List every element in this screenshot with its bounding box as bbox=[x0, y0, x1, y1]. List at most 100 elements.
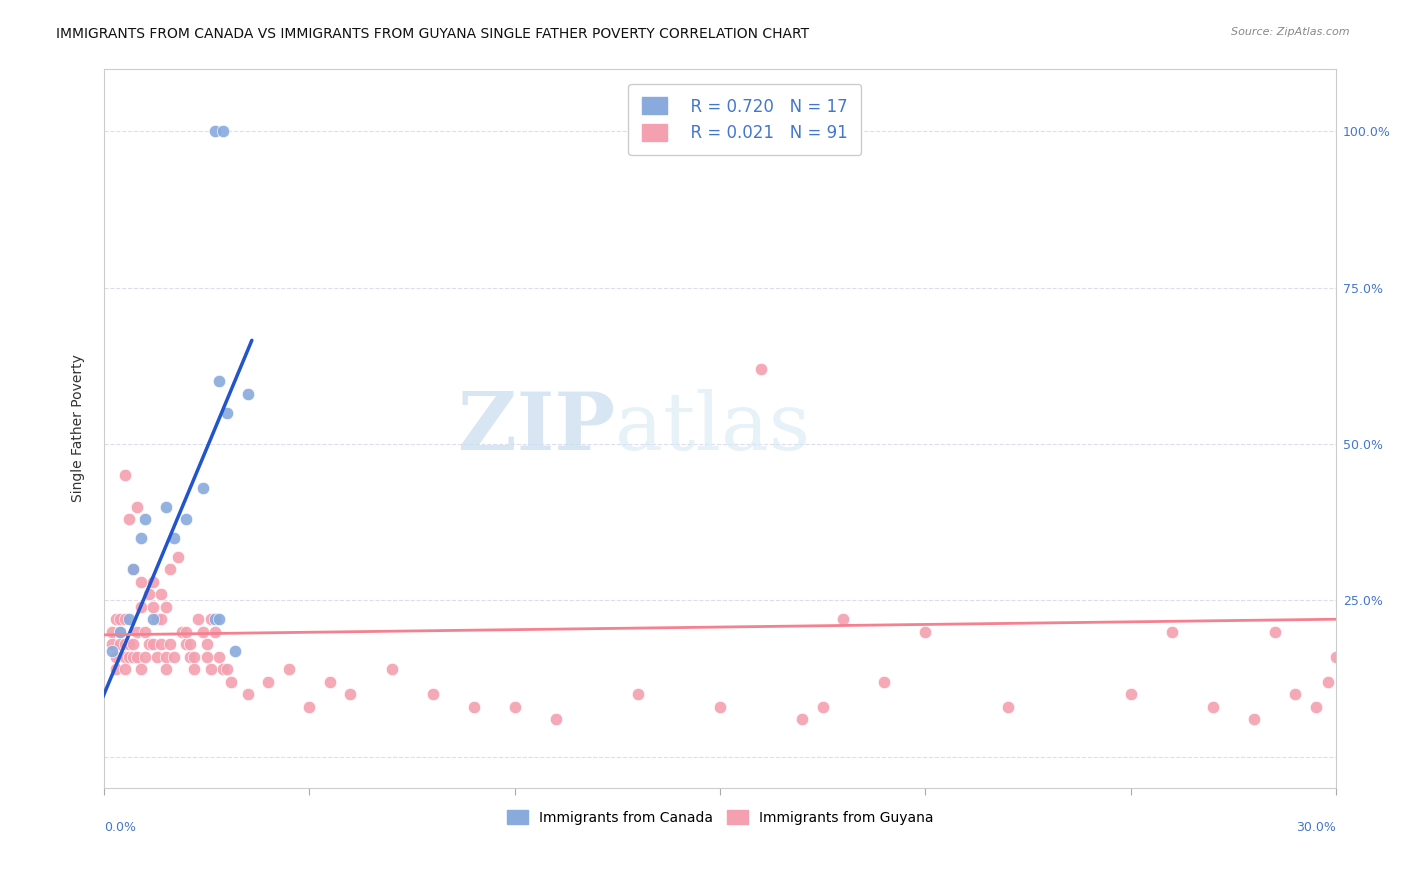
Point bbox=[174, 637, 197, 651]
Point bbox=[257, 674, 280, 689]
Point bbox=[208, 649, 231, 664]
Point bbox=[832, 612, 855, 626]
Point bbox=[187, 612, 209, 626]
Point bbox=[380, 662, 402, 676]
Point bbox=[422, 687, 444, 701]
Point bbox=[1316, 674, 1339, 689]
Point bbox=[503, 699, 526, 714]
Point bbox=[236, 687, 259, 701]
Point bbox=[117, 512, 139, 526]
Point bbox=[105, 612, 128, 626]
Point bbox=[221, 674, 243, 689]
Point bbox=[914, 624, 936, 639]
Point bbox=[1202, 699, 1225, 714]
Point bbox=[125, 649, 148, 664]
Point bbox=[1243, 712, 1265, 726]
Point bbox=[236, 387, 259, 401]
Point bbox=[146, 612, 169, 626]
Point bbox=[204, 124, 226, 138]
Point bbox=[179, 649, 201, 664]
Point bbox=[101, 637, 124, 651]
Point bbox=[114, 612, 136, 626]
Point bbox=[121, 637, 143, 651]
Point bbox=[163, 531, 186, 545]
Point bbox=[159, 637, 181, 651]
Point bbox=[224, 643, 246, 657]
Point bbox=[212, 124, 235, 138]
Point bbox=[150, 637, 173, 651]
Point bbox=[117, 649, 139, 664]
Point bbox=[114, 637, 136, 651]
Point bbox=[1160, 624, 1182, 639]
Point bbox=[142, 612, 165, 626]
Point bbox=[125, 500, 148, 514]
Point bbox=[110, 624, 132, 639]
Point bbox=[339, 687, 361, 701]
Point bbox=[142, 574, 165, 589]
Point bbox=[155, 649, 177, 664]
Text: 30.0%: 30.0% bbox=[1296, 822, 1336, 834]
Point bbox=[114, 662, 136, 676]
Point bbox=[155, 662, 177, 676]
Point bbox=[114, 649, 136, 664]
Point bbox=[142, 637, 165, 651]
Point bbox=[204, 624, 226, 639]
Point bbox=[117, 612, 139, 626]
Point bbox=[1264, 624, 1286, 639]
Point bbox=[110, 612, 132, 626]
Point bbox=[792, 712, 814, 726]
Point bbox=[463, 699, 485, 714]
Point bbox=[1284, 687, 1306, 701]
Point bbox=[167, 549, 190, 564]
Text: ZIP: ZIP bbox=[458, 389, 616, 467]
Point bbox=[195, 637, 218, 651]
Point bbox=[208, 612, 231, 626]
Point bbox=[217, 406, 239, 420]
Point bbox=[138, 637, 160, 651]
Text: IMMIGRANTS FROM CANADA VS IMMIGRANTS FROM GUYANA SINGLE FATHER POVERTY CORRELATI: IMMIGRANTS FROM CANADA VS IMMIGRANTS FRO… bbox=[56, 27, 810, 41]
Point bbox=[195, 649, 218, 664]
Point bbox=[709, 699, 731, 714]
Point bbox=[125, 624, 148, 639]
Point bbox=[129, 574, 152, 589]
Point bbox=[191, 481, 214, 495]
Point bbox=[142, 599, 165, 614]
Point bbox=[101, 643, 124, 657]
Legend: Immigrants from Canada, Immigrants from Guyana: Immigrants from Canada, Immigrants from … bbox=[501, 803, 941, 831]
Point bbox=[121, 649, 143, 664]
Point bbox=[217, 662, 239, 676]
Point bbox=[121, 562, 143, 576]
Point bbox=[170, 624, 193, 639]
Point bbox=[200, 612, 222, 626]
Point bbox=[204, 612, 226, 626]
Point bbox=[1119, 687, 1142, 701]
Point bbox=[110, 624, 132, 639]
Point bbox=[129, 599, 152, 614]
Point bbox=[155, 599, 177, 614]
Text: 0.0%: 0.0% bbox=[104, 822, 136, 834]
Point bbox=[319, 674, 342, 689]
Point bbox=[298, 699, 321, 714]
Point bbox=[191, 624, 214, 639]
Point bbox=[163, 649, 186, 664]
Point bbox=[110, 637, 132, 651]
Point bbox=[873, 674, 896, 689]
Point bbox=[544, 712, 567, 726]
Point bbox=[212, 662, 235, 676]
Point bbox=[200, 662, 222, 676]
Point bbox=[134, 624, 156, 639]
Point bbox=[121, 562, 143, 576]
Point bbox=[101, 624, 124, 639]
Point bbox=[1324, 649, 1347, 664]
Point bbox=[174, 512, 197, 526]
Point bbox=[1305, 699, 1327, 714]
Point bbox=[134, 649, 156, 664]
Text: Source: ZipAtlas.com: Source: ZipAtlas.com bbox=[1232, 27, 1350, 37]
Point bbox=[150, 612, 173, 626]
Y-axis label: Single Father Poverty: Single Father Poverty bbox=[72, 354, 86, 502]
Point bbox=[117, 637, 139, 651]
Point bbox=[277, 662, 299, 676]
Point bbox=[183, 649, 205, 664]
Point bbox=[146, 649, 169, 664]
Point bbox=[105, 662, 128, 676]
